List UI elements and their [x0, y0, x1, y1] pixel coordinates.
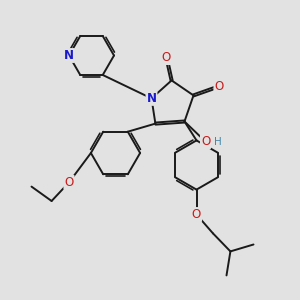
Text: O: O — [162, 51, 171, 64]
Text: O: O — [214, 80, 224, 93]
Text: O: O — [201, 135, 210, 148]
Text: O: O — [192, 208, 201, 221]
Text: N: N — [64, 49, 74, 62]
Text: H: H — [214, 136, 222, 147]
Text: O: O — [64, 176, 74, 189]
Text: N: N — [146, 92, 157, 105]
